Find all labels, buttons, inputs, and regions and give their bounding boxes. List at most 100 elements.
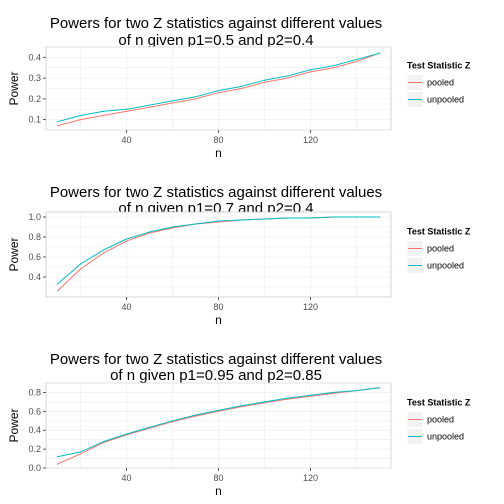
data-point-unpooled bbox=[264, 218, 265, 219]
legend-label-pooled: pooled bbox=[427, 244, 454, 254]
data-point-unpooled bbox=[172, 420, 173, 421]
legend-label-unpooled: unpooled bbox=[427, 261, 464, 271]
x-tick-label: 120 bbox=[303, 302, 318, 312]
x-axis-title: n bbox=[215, 146, 222, 160]
data-point-unpooled bbox=[333, 216, 334, 217]
data-point-pooled bbox=[57, 125, 58, 126]
data-point-pooled bbox=[310, 71, 311, 72]
data-point-unpooled bbox=[218, 90, 219, 91]
data-point-pooled bbox=[149, 107, 150, 108]
data-point-pooled bbox=[356, 61, 357, 62]
data-point-unpooled bbox=[241, 86, 242, 87]
data-point-unpooled bbox=[195, 415, 196, 416]
data-point-unpooled bbox=[310, 395, 311, 396]
y-axis-title: Power bbox=[7, 71, 21, 105]
legend-label-pooled: pooled bbox=[427, 78, 454, 88]
data-point-unpooled bbox=[218, 220, 219, 221]
chart-title: of n given p1=0.95 and p2=0.85 bbox=[110, 367, 322, 384]
y-tick-label: 0.6 bbox=[28, 406, 41, 416]
data-point-unpooled bbox=[149, 105, 150, 106]
data-point-unpooled bbox=[310, 217, 311, 218]
y-tick-label: 0.2 bbox=[28, 444, 41, 454]
y-tick-label: 0.8 bbox=[28, 232, 41, 242]
data-point-unpooled bbox=[172, 100, 173, 101]
data-point-unpooled bbox=[126, 109, 127, 110]
data-point-pooled bbox=[287, 78, 288, 79]
chart-title: Powers for two Z statistics against diff… bbox=[50, 351, 382, 368]
x-tick-label: 80 bbox=[213, 302, 223, 312]
data-point-unpooled bbox=[333, 392, 334, 393]
data-point-unpooled bbox=[356, 216, 357, 217]
data-point-pooled bbox=[241, 88, 242, 89]
legend-title: Test Statistic Z bbox=[407, 227, 471, 237]
data-point-unpooled bbox=[379, 216, 380, 217]
data-point-unpooled bbox=[287, 217, 288, 218]
data-point-unpooled bbox=[195, 96, 196, 97]
data-point-unpooled bbox=[172, 226, 173, 227]
data-point-unpooled bbox=[241, 219, 242, 220]
x-tick-label: 40 bbox=[121, 302, 131, 312]
data-point-unpooled bbox=[218, 410, 219, 411]
data-point-pooled bbox=[195, 98, 196, 99]
data-point-unpooled bbox=[126, 238, 127, 239]
data-point-pooled bbox=[80, 119, 81, 120]
chart-1: Powers for two Z statistics against diff… bbox=[7, 15, 471, 160]
data-point-pooled bbox=[333, 67, 334, 68]
y-tick-label: 1.0 bbox=[28, 212, 41, 222]
x-axis-title: n bbox=[215, 313, 222, 327]
legend-label-unpooled: unpooled bbox=[427, 95, 464, 105]
data-point-unpooled bbox=[379, 53, 380, 54]
y-tick-label: 0.3 bbox=[28, 73, 41, 83]
x-tick-label: 80 bbox=[213, 135, 223, 145]
y-tick-label: 0.2 bbox=[28, 94, 41, 104]
chart-title: Powers for two Z statistics against diff… bbox=[50, 184, 382, 201]
x-tick-label: 120 bbox=[303, 135, 318, 145]
data-point-unpooled bbox=[241, 405, 242, 406]
data-point-unpooled bbox=[379, 387, 380, 388]
data-point-pooled bbox=[264, 82, 265, 83]
data-point-pooled bbox=[103, 252, 104, 253]
chart-title: of n given p1=0.5 and p2=0.4 bbox=[118, 32, 313, 49]
data-point-pooled bbox=[172, 102, 173, 103]
data-point-pooled bbox=[80, 453, 81, 454]
data-point-unpooled bbox=[103, 111, 104, 112]
data-point-unpooled bbox=[103, 441, 104, 442]
data-point-unpooled bbox=[80, 451, 81, 452]
y-tick-label: 0.4 bbox=[28, 425, 41, 435]
data-point-pooled bbox=[103, 115, 104, 116]
x-tick-label: 40 bbox=[121, 135, 131, 145]
data-point-pooled bbox=[57, 464, 58, 465]
data-point-unpooled bbox=[287, 75, 288, 76]
y-tick-label: 0.4 bbox=[28, 52, 41, 62]
data-point-unpooled bbox=[310, 69, 311, 70]
data-point-unpooled bbox=[333, 65, 334, 66]
data-point-unpooled bbox=[264, 401, 265, 402]
data-point-unpooled bbox=[287, 398, 288, 399]
data-point-unpooled bbox=[103, 249, 104, 250]
data-point-unpooled bbox=[80, 263, 81, 264]
legend-label-pooled: pooled bbox=[427, 415, 454, 425]
data-point-pooled bbox=[80, 268, 81, 269]
data-point-unpooled bbox=[57, 283, 58, 284]
data-point-pooled bbox=[126, 240, 127, 241]
data-point-unpooled bbox=[57, 121, 58, 122]
data-point-pooled bbox=[57, 290, 58, 291]
x-tick-label: 40 bbox=[121, 473, 131, 483]
x-tick-label: 80 bbox=[213, 473, 223, 483]
legend-label-unpooled: unpooled bbox=[427, 432, 464, 442]
data-point-unpooled bbox=[356, 59, 357, 60]
data-point-pooled bbox=[218, 92, 219, 93]
data-point-unpooled bbox=[57, 456, 58, 457]
data-point-pooled bbox=[126, 111, 127, 112]
legend-title: Test Statistic Z bbox=[407, 398, 471, 408]
data-point-unpooled bbox=[80, 115, 81, 116]
legend-title: Test Statistic Z bbox=[407, 61, 471, 71]
x-axis-title: n bbox=[215, 484, 222, 498]
x-tick-label: 120 bbox=[303, 473, 318, 483]
data-point-unpooled bbox=[264, 80, 265, 81]
data-point-unpooled bbox=[126, 433, 127, 434]
chart-2: Powers for two Z statistics against diff… bbox=[7, 184, 471, 327]
y-tick-label: 0.1 bbox=[28, 115, 41, 125]
data-point-unpooled bbox=[195, 223, 196, 224]
